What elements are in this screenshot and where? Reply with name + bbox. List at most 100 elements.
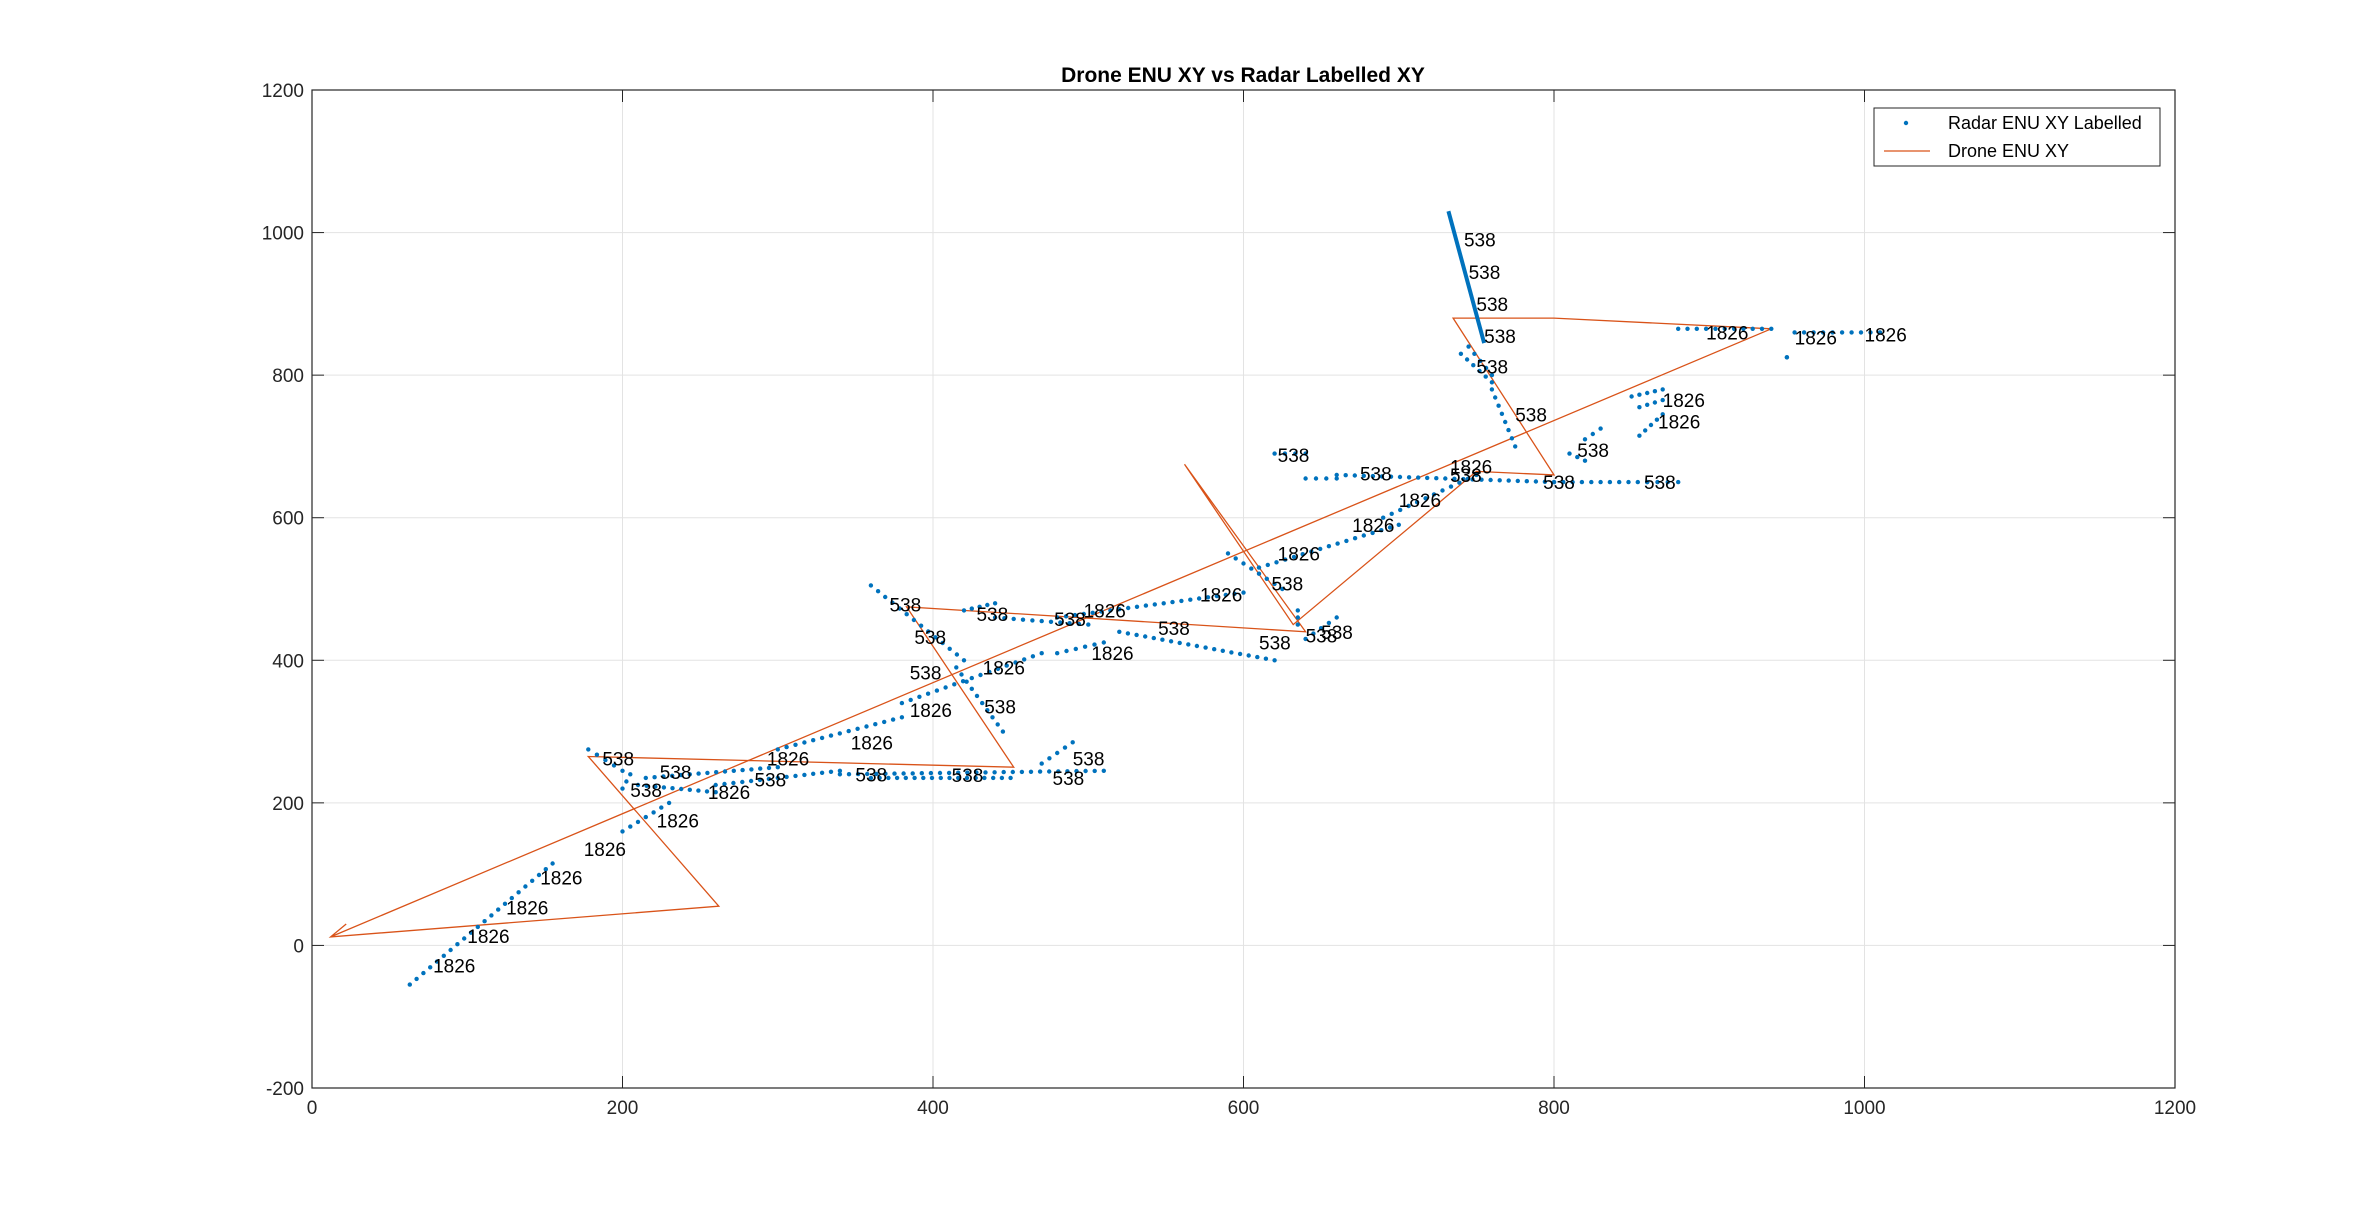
radar-point bbox=[864, 724, 869, 729]
radar-point bbox=[1750, 326, 1755, 331]
radar-point bbox=[1643, 428, 1648, 433]
radar-point bbox=[983, 770, 988, 775]
radar-point-label: 538 bbox=[976, 605, 1008, 626]
radar-point bbox=[1264, 576, 1270, 581]
radar-point bbox=[1081, 611, 1087, 617]
radar-point bbox=[1466, 344, 1471, 349]
radar-point bbox=[678, 772, 684, 778]
radar-point bbox=[1503, 419, 1508, 425]
radar-point bbox=[1416, 475, 1421, 480]
radar-point bbox=[1660, 397, 1665, 403]
radar-point bbox=[1282, 451, 1288, 456]
radar-point bbox=[644, 783, 649, 788]
radar-point bbox=[1589, 479, 1594, 485]
radar-point bbox=[635, 819, 641, 825]
radar-point bbox=[1489, 380, 1495, 385]
radar-point bbox=[1249, 566, 1254, 571]
radar-point bbox=[1474, 472, 1479, 478]
radar-point bbox=[620, 829, 625, 834]
radar-point bbox=[1335, 541, 1340, 546]
radar-point bbox=[959, 672, 964, 677]
radar-point bbox=[961, 658, 967, 663]
radar-point-label: 538 bbox=[890, 596, 922, 617]
radar-point bbox=[1694, 326, 1700, 331]
radar-point bbox=[407, 982, 412, 987]
radar-point bbox=[1237, 651, 1243, 657]
radar-point bbox=[1072, 612, 1078, 618]
radar-point bbox=[1334, 476, 1339, 481]
radar-point bbox=[1478, 358, 1483, 364]
radar-point bbox=[954, 665, 959, 670]
radar-point bbox=[1055, 615, 1060, 620]
radar-point bbox=[1477, 368, 1482, 374]
radar-point bbox=[643, 775, 648, 781]
radar-point bbox=[985, 708, 990, 713]
radar-point bbox=[1214, 593, 1220, 599]
radar-point bbox=[1334, 472, 1339, 478]
radar-point bbox=[1801, 330, 1807, 335]
radar-point bbox=[1324, 476, 1329, 481]
radar-point-label: 1826 bbox=[1865, 326, 1907, 347]
radar-point bbox=[811, 738, 816, 743]
radar-point bbox=[1479, 477, 1484, 482]
radar-point bbox=[929, 775, 935, 781]
radar-point bbox=[1318, 546, 1323, 552]
radar-point bbox=[1205, 595, 1211, 600]
radar-point bbox=[1086, 622, 1091, 627]
radar-point-label: 538 bbox=[1469, 263, 1501, 284]
radar-point bbox=[1389, 511, 1394, 516]
radar-point bbox=[713, 782, 718, 788]
radar-point bbox=[987, 669, 992, 675]
radar-point bbox=[1635, 479, 1641, 485]
radar-point-label: 1826 bbox=[1450, 457, 1492, 478]
radar-point bbox=[670, 786, 675, 791]
radar-point-label: 538 bbox=[1306, 626, 1338, 647]
radar-point bbox=[1489, 372, 1495, 378]
radar-point bbox=[1645, 402, 1650, 407]
radar-point bbox=[1004, 663, 1009, 668]
radar-point bbox=[1295, 608, 1301, 613]
grid bbox=[312, 90, 2175, 1088]
radar-point bbox=[1567, 451, 1572, 456]
radar-point bbox=[687, 772, 692, 777]
radar-point bbox=[1020, 617, 1026, 622]
radar-point bbox=[775, 747, 780, 752]
x-tick-label: 0 bbox=[307, 1098, 318, 1119]
radar-point bbox=[899, 700, 905, 706]
radar-point bbox=[1203, 645, 1208, 650]
radar-point bbox=[883, 771, 888, 776]
radar-point bbox=[1811, 330, 1816, 335]
radar-point bbox=[1067, 621, 1072, 626]
radar-point bbox=[1820, 330, 1826, 335]
radar-point bbox=[1021, 657, 1027, 662]
radar-point bbox=[1849, 330, 1854, 335]
radar-point bbox=[441, 953, 446, 958]
radar-point bbox=[1452, 476, 1457, 481]
radar-point bbox=[1626, 479, 1631, 485]
radar-point-label: 538 bbox=[660, 763, 692, 784]
radar-point bbox=[784, 774, 789, 780]
radar-point bbox=[1370, 473, 1376, 479]
radar-point bbox=[1326, 620, 1332, 626]
radar-point bbox=[1637, 405, 1642, 410]
radar-point bbox=[543, 867, 548, 872]
radar-point bbox=[1082, 644, 1088, 649]
radar-point bbox=[1303, 476, 1308, 481]
radar-point-label: 538 bbox=[1476, 358, 1508, 379]
radar-point bbox=[748, 778, 754, 784]
radar-point bbox=[868, 775, 874, 781]
radar-point bbox=[1232, 591, 1237, 596]
radar-point bbox=[1037, 769, 1043, 774]
radar-point bbox=[620, 768, 625, 773]
radar-point bbox=[1255, 654, 1260, 660]
radar-point bbox=[1352, 536, 1358, 541]
radar-point bbox=[740, 767, 745, 773]
radar-point bbox=[1652, 389, 1658, 394]
radar-point bbox=[1056, 769, 1061, 774]
radar-point-label: 538 bbox=[1053, 769, 1085, 790]
radar-point bbox=[1570, 479, 1575, 485]
radar-point bbox=[1179, 598, 1184, 604]
radar-point bbox=[1246, 653, 1251, 658]
radar-point bbox=[586, 747, 591, 752]
radar-point-label: 1826 bbox=[1706, 323, 1748, 344]
